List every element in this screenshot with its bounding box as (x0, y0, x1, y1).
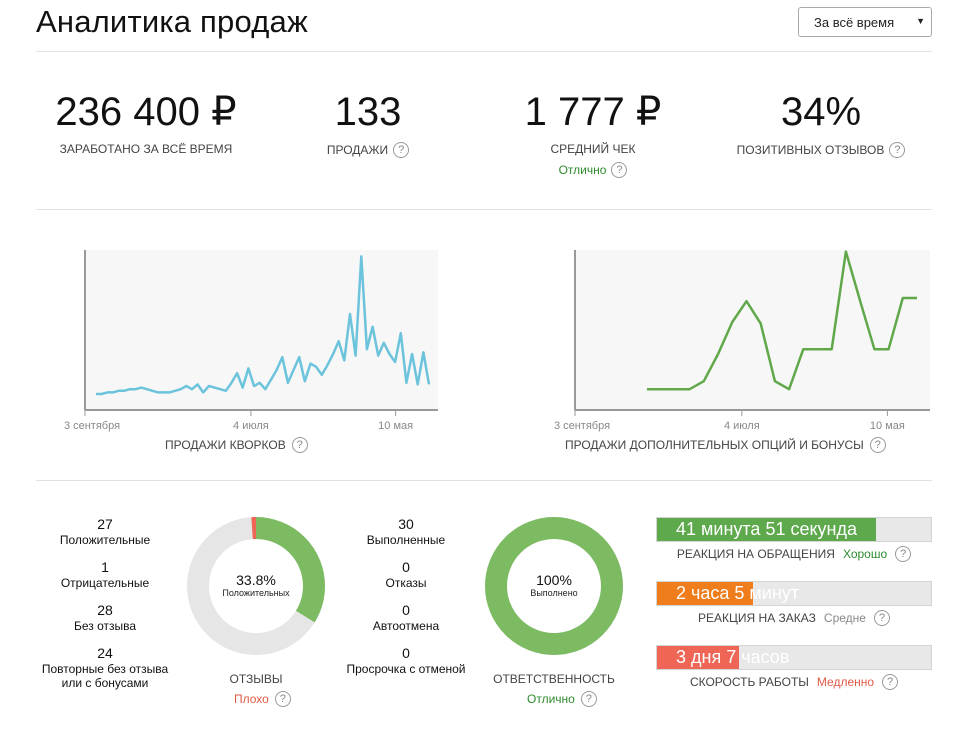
stat-value: 236 400 ₽ (55, 90, 237, 134)
metric-label: Реакция на обращения (676, 547, 835, 561)
metric-work-speed: 3 дня 7 часов Скорость работы Медленно? (656, 645, 932, 690)
metric-bar: 3 дня 7 часов (656, 645, 932, 670)
x-tick-label: 10 мая (870, 420, 905, 432)
stat-value: 34% (780, 90, 862, 134)
reviews-title: Отзывы (229, 672, 283, 686)
stat-earned: 236 400 ₽ Заработано за всё время (36, 88, 256, 156)
metric-status: Средне (823, 611, 866, 625)
metric-value: 3 дня 7 часов (676, 647, 790, 667)
reviews-none: 28 Без отзыва (73, 602, 137, 633)
metric-bar: 41 минута 51 секунда (656, 517, 932, 542)
help-icon[interactable]: ? (611, 162, 628, 178)
help-icon[interactable]: ? (889, 142, 906, 158)
x-tick-label: 4 июля (724, 420, 760, 432)
stat-note: Отлично? (503, 162, 683, 178)
metric-label: Реакция на заказ (698, 611, 816, 625)
plot-area (575, 250, 930, 410)
chart-options: 3 сентября 4 июля 10 мая Продажи дополните… (520, 210, 932, 481)
period-select[interactable]: За всё время ▼ (798, 7, 932, 37)
help-icon[interactable]: ? (291, 437, 308, 453)
help-icon[interactable]: ? (895, 546, 912, 562)
series-line (647, 250, 917, 391)
reviews-repeat: 24 Повторные без отзыва или с бонусами (41, 645, 169, 690)
stat-value: 1 777 ₽ (524, 90, 662, 134)
chart-kworks-caption: Продажи кворков? (165, 437, 308, 453)
chart-kworks: 3 сентября 4 июля 10 мая Продажи кворков? (36, 210, 456, 481)
summary-stats: 236 400 ₽ Заработано за всё время 133 Пр… (36, 52, 932, 210)
donut-sub: Выполнено (530, 588, 578, 598)
bottom-section: 27 Положительные 1 Отрицательные 28 Без отз… (36, 482, 932, 731)
dropdown-arrow-icon: ▼ (916, 16, 925, 26)
responsibility-donut: 100% Выполнено (484, 516, 624, 656)
help-icon[interactable]: ? (393, 142, 410, 158)
charts-section: 3 сентября 4 июля 10 мая Продажи кворков? … (36, 210, 932, 481)
x-tick-label: 3 сентября (64, 420, 120, 432)
stat-label: Средний чек (550, 142, 636, 156)
stat-sales: 133 Продажи? (298, 88, 438, 158)
responsibility-status: Отлично? (527, 691, 597, 707)
help-icon[interactable]: ? (873, 610, 890, 626)
stat-label: Заработано за всё время (59, 142, 233, 156)
responsibility-title: Ответственность (493, 672, 615, 686)
page-title: Аналитика продаж (36, 4, 308, 39)
series-line (96, 255, 431, 396)
metric-value: 41 минута 51 секунда (676, 519, 858, 539)
reviews-negative: 1 Отрицательные (60, 559, 150, 590)
help-icon[interactable]: ? (869, 437, 886, 453)
donut-percent: 100% (536, 572, 572, 588)
donut-sub: Положительных (222, 588, 290, 598)
stat-positive-reviews: 34% Позитивных отзывов? (726, 88, 916, 158)
donut-segment (485, 517, 623, 655)
reviews-donut: 33.8% Положительных (186, 516, 326, 656)
metric-response-inquiries: 41 минута 51 секунда Реакция на обращени… (656, 517, 932, 562)
donut-percent: 33.8% (236, 572, 276, 588)
x-tick-label: 3 сентября (554, 420, 610, 432)
period-select-value: За всё время (814, 15, 895, 30)
donut-segment (187, 517, 325, 655)
chart-options-plot: 3 сентября 4 июля 10 мая (554, 250, 930, 432)
orders-refused: 0 Отказы (385, 559, 427, 590)
reviews-positive: 27 Положительные (59, 516, 151, 547)
page-header: Аналитика продаж За всё время ▼ (36, 0, 932, 52)
orders-overdue-cancel: 0 Просрочка с отменой (346, 645, 466, 676)
stat-average-check: 1 777 ₽ Средний чек Отлично? (503, 88, 683, 178)
metric-status: Медленно (816, 675, 875, 689)
orders-autocancel: 0 Автоотмена (372, 602, 440, 633)
metric-status: Хорошо (842, 547, 888, 561)
stat-value: 133 (334, 90, 402, 134)
stat-label: Позитивных отзывов? (726, 142, 916, 158)
help-icon[interactable]: ? (274, 691, 291, 707)
x-tick-label: 10 мая (378, 420, 413, 432)
stat-label: Продажи? (298, 142, 438, 158)
metric-label: Скорость работы (689, 675, 809, 689)
chart-kworks-plot: 3 сентября 4 июля 10 мая (64, 250, 438, 432)
chart-options-caption: Продажи дополнительных опций и бонусы? (565, 437, 886, 453)
orders-completed: 30 Выполненные (366, 516, 446, 547)
metric-value: 2 часа 5 минут (676, 583, 800, 603)
reviews-status: Плохо? (234, 691, 291, 707)
metric-response-order: 2 часа 5 минут Реакция на заказ Средне? (656, 581, 932, 626)
metric-bar: 2 часа 5 минут (656, 581, 932, 606)
help-icon[interactable]: ? (882, 674, 899, 690)
help-icon[interactable]: ? (580, 691, 597, 707)
x-tick-label: 4 июля (233, 420, 269, 432)
